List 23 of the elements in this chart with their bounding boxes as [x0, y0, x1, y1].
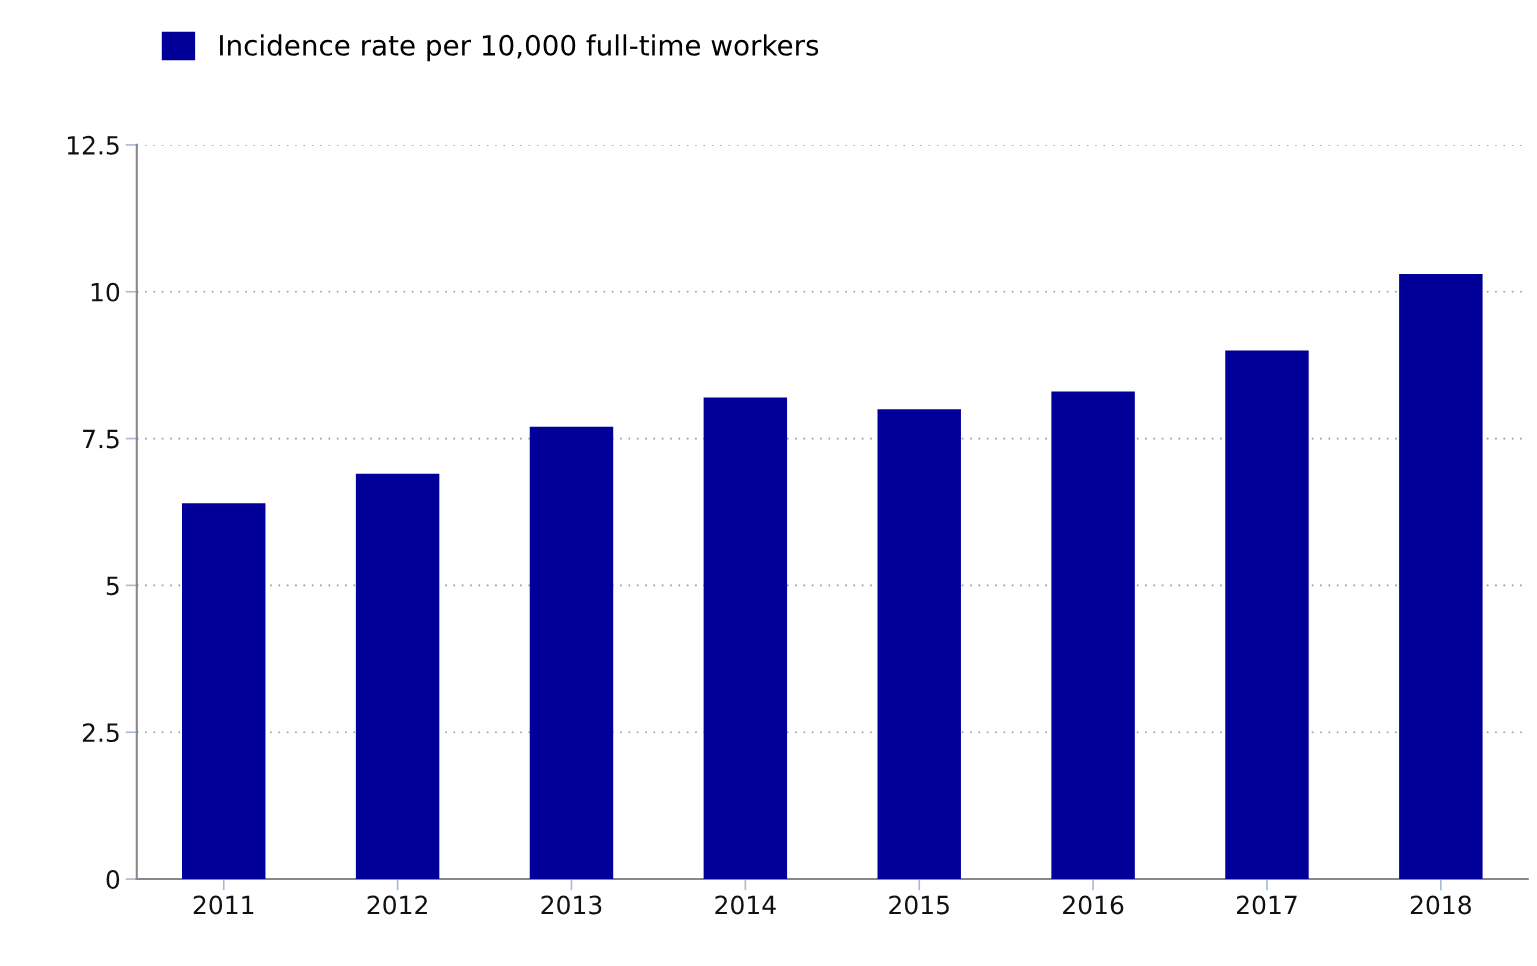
x-tick-label: 2012 [367, 895, 427, 915]
bar [355, 473, 440, 880]
x-tick-label: 2013 [541, 895, 602, 915]
y-tick-label: 5 [106, 576, 119, 596]
x-tick-label: 2017 [1236, 895, 1297, 915]
x-tick-label: 2018 [1410, 895, 1471, 915]
bar [1051, 391, 1135, 880]
y-tick-label: 12.5 [67, 135, 119, 155]
x-tick-label: 2011 [193, 895, 254, 915]
bar [703, 397, 788, 880]
bar [877, 409, 961, 880]
y-tick-label: 0 [106, 870, 120, 889]
y-tick-label: 7.5 [83, 429, 119, 449]
legend-label: Incidence rate per 10,000 full-time workers [220, 34, 819, 62]
x-tick-label: 2014 [715, 895, 776, 915]
bar [1225, 350, 1309, 880]
bar [182, 503, 266, 880]
x-tick-label: 2016 [1063, 895, 1124, 915]
bar [1399, 274, 1483, 880]
bar [529, 426, 614, 880]
y-tick-label: 10 [91, 282, 120, 302]
x-tick-label: 2015 [889, 895, 949, 915]
y-tick-label: 2.5 [82, 723, 119, 743]
